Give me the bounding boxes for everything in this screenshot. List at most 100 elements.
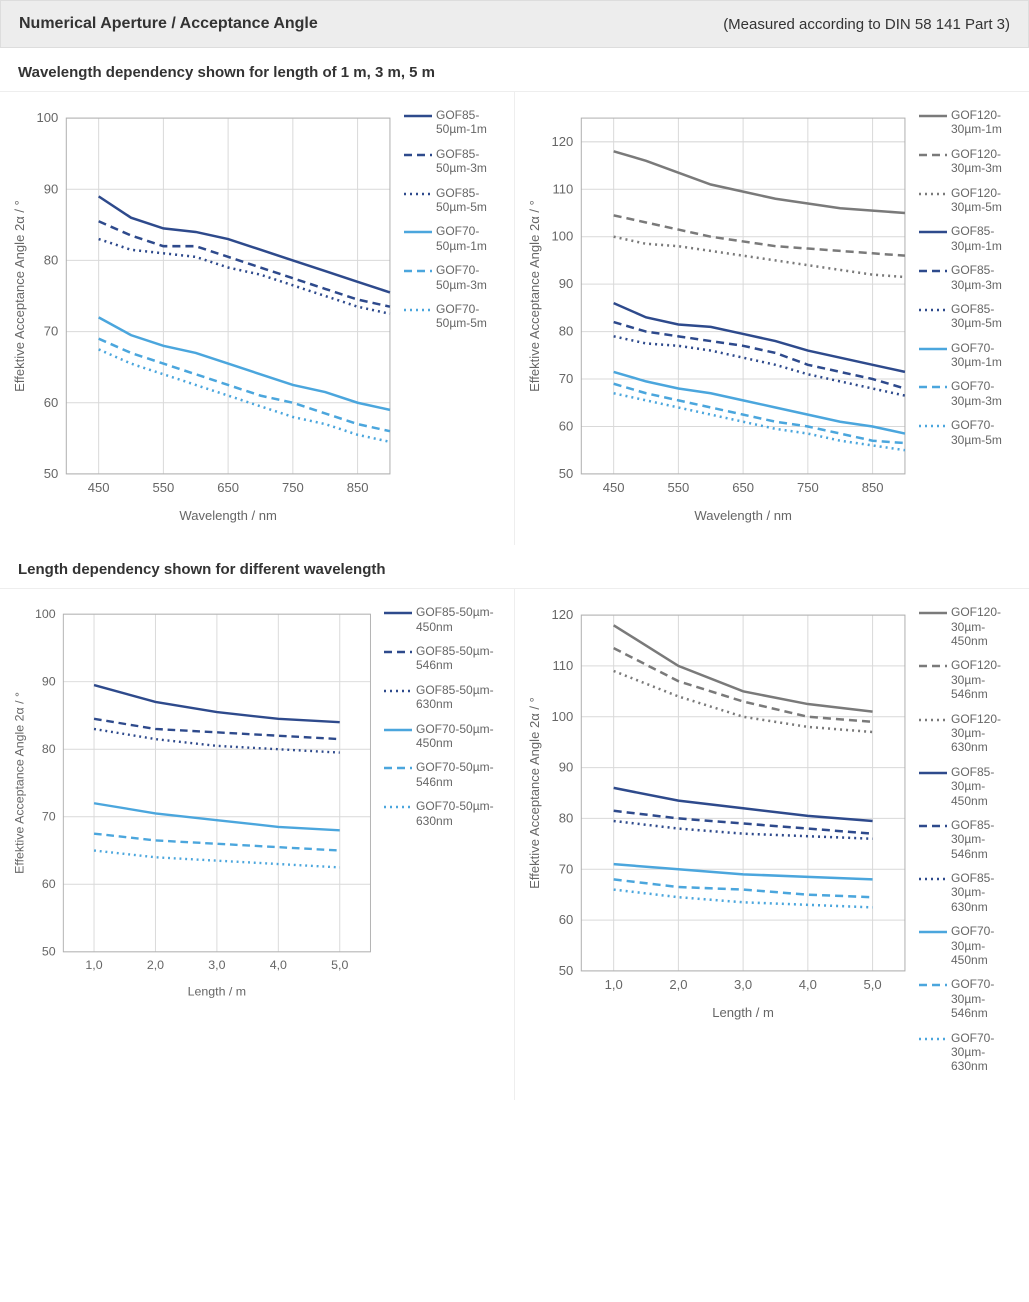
legend-label: GOF70-30µm-3m xyxy=(951,379,1021,408)
svg-text:Effektive Acceptance Angle 2α: Effektive Acceptance Angle 2α / ° xyxy=(12,692,26,874)
legend-item: GOF85-30µm-546nm xyxy=(919,818,1021,861)
section2-title: Length dependency shown for different wa… xyxy=(0,545,1029,588)
legend-label: GOF120-30µm-5m xyxy=(951,186,1021,215)
chart-c1: 4505506507508505060708090100Wavelength /… xyxy=(8,100,400,537)
chart-cell-4: 1,02,03,04,05,05060708090100110120Length… xyxy=(515,589,1029,1100)
svg-text:60: 60 xyxy=(44,395,59,410)
svg-text:90: 90 xyxy=(44,181,59,196)
chart-cell-2: 4505506507508505060708090100110120Wavele… xyxy=(515,92,1029,545)
legend-label: GOF120-30µm-546nm xyxy=(951,658,1021,701)
legend-item: GOF70-50µm-546nm xyxy=(384,760,506,789)
legend-label: GOF85-30µm-546nm xyxy=(951,818,1021,861)
svg-text:3,0: 3,0 xyxy=(208,958,225,972)
svg-text:120: 120 xyxy=(551,607,573,622)
legend-label: GOF120-30µm-450nm xyxy=(951,605,1021,648)
svg-text:50: 50 xyxy=(44,466,59,481)
legend-label: GOF70-50µm-630nm xyxy=(416,799,506,828)
svg-text:750: 750 xyxy=(282,480,304,495)
chart-row-2: 1,0 2,0 3,0 4,0 5,0 50 60 70 80 90 100 Length / m Ef… xyxy=(0,588,1029,1100)
svg-text:2,0: 2,0 xyxy=(147,958,164,972)
legend-label: GOF85-50µm-450nm xyxy=(416,605,506,634)
svg-text:550: 550 xyxy=(153,480,175,495)
legend-item: GOF120-30µm-5m xyxy=(919,186,1021,215)
svg-text:750: 750 xyxy=(797,480,819,495)
svg-text:80: 80 xyxy=(42,742,56,756)
svg-text:80: 80 xyxy=(559,324,574,339)
chart-cell-1: 4505506507508505060708090100Wavelength /… xyxy=(0,92,515,545)
legend-label: GOF85-50µm-546nm xyxy=(416,644,506,673)
legend-item: GOF70-50µm-630nm xyxy=(384,799,506,828)
svg-text:100: 100 xyxy=(551,229,573,244)
legend-item: GOF70-30µm-630nm xyxy=(919,1031,1021,1074)
svg-text:2,0: 2,0 xyxy=(669,977,687,992)
legend-item: GOF85-30µm-450nm xyxy=(919,765,1021,808)
legend-item: GOF70-30µm-5m xyxy=(919,418,1021,447)
svg-text:110: 110 xyxy=(552,658,573,673)
legend-label: GOF70-30µm-630nm xyxy=(951,1031,1021,1074)
svg-text:90: 90 xyxy=(559,276,574,291)
svg-text:650: 650 xyxy=(217,480,239,495)
legend-c3: GOF85-50µm-450nm GOF85-50µm-546nm GOF85-50… xyxy=(380,597,510,1092)
legend-label: GOF70-30µm-546nm xyxy=(951,977,1021,1020)
svg-text:450: 450 xyxy=(88,480,110,495)
chart-cell-3: 1,02,03,04,05,05060708090100Length / mEf… xyxy=(0,589,515,1100)
legend-label: GOF85-50µm-1m xyxy=(436,108,506,137)
svg-text:650: 650 xyxy=(732,480,754,495)
svg-text:1,0: 1,0 xyxy=(85,958,102,972)
legend-label: GOF70-50µm-450nm xyxy=(416,722,506,751)
svg-text:Wavelength / nm: Wavelength / nm xyxy=(694,508,792,523)
svg-text:80: 80 xyxy=(44,252,59,267)
header-note: (Measured according to DIN 58 141 Part 3… xyxy=(723,16,1010,33)
svg-text:4,0: 4,0 xyxy=(270,958,287,972)
legend-item: GOF85-30µm-630nm xyxy=(919,871,1021,914)
svg-text:100: 100 xyxy=(551,709,573,724)
legend-c1: GOF85-50µm-1m GOF85-50µm-3m GOF85-50µm-5m G… xyxy=(400,100,510,537)
legend-item: GOF70-30µm-1m xyxy=(919,341,1021,370)
legend-label: GOF70-50µm-1m xyxy=(436,224,506,253)
legend-label: GOF85-30µm-630nm xyxy=(951,871,1021,914)
section1-title: Wavelength dependency shown for length o… xyxy=(0,48,1029,91)
svg-text:50: 50 xyxy=(42,945,56,959)
legend-label: GOF85-30µm-450nm xyxy=(951,765,1021,808)
legend-item: GOF85-50µm-3m xyxy=(404,147,506,176)
chart-row-1: 450 550 650 750 850 50 60 70 80 90 100 Wavelength /… xyxy=(0,91,1029,545)
svg-text:Length / m: Length / m xyxy=(712,1005,774,1020)
legend-label: GOF70-30µm-5m xyxy=(951,418,1021,447)
svg-text:Wavelength / nm: Wavelength / nm xyxy=(179,508,277,523)
legend-label: GOF70-30µm-450nm xyxy=(951,924,1021,967)
svg-text:60: 60 xyxy=(559,912,574,927)
chart-c3: 1,02,03,04,05,05060708090100Length / mEf… xyxy=(8,597,380,1092)
legend-label: GOF70-30µm-1m xyxy=(951,341,1021,370)
svg-text:70: 70 xyxy=(44,324,59,339)
legend-item: GOF85-50µm-630nm xyxy=(384,683,506,712)
legend-label: GOF70-50µm-3m xyxy=(436,263,506,292)
svg-text:Effektive Acceptance Angle 2α: Effektive Acceptance Angle 2α / ° xyxy=(12,200,27,392)
svg-text:80: 80 xyxy=(559,811,574,826)
header-bar: Numerical Aperture / Acceptance Angle (M… xyxy=(0,0,1029,48)
legend-item: GOF120-30µm-546nm xyxy=(919,658,1021,701)
svg-text:50: 50 xyxy=(559,963,574,978)
svg-text:Length / m: Length / m xyxy=(188,985,246,999)
svg-text:450: 450 xyxy=(603,480,625,495)
legend-c4: GOF120-30µm-450nmGOF120-30µm-546nmGOF120… xyxy=(915,597,1025,1092)
legend-label: GOF85-30µm-5m xyxy=(951,302,1021,331)
svg-text:90: 90 xyxy=(42,675,56,689)
legend-item: GOF70-30µm-3m xyxy=(919,379,1021,408)
svg-text:850: 850 xyxy=(347,480,369,495)
legend-label: GOF85-30µm-3m xyxy=(951,263,1021,292)
svg-text:4,0: 4,0 xyxy=(799,977,817,992)
legend-item: GOF120-30µm-3m xyxy=(919,147,1021,176)
chart-c2: 4505506507508505060708090100110120Wavele… xyxy=(523,100,915,537)
legend-label: GOF120-30µm-3m xyxy=(951,147,1021,176)
legend-label: GOF70-50µm-5m xyxy=(436,302,506,331)
legend-item: GOF85-30µm-1m xyxy=(919,224,1021,253)
legend-item: GOF70-30µm-450nm xyxy=(919,924,1021,967)
svg-text:1,0: 1,0 xyxy=(605,977,623,992)
svg-text:120: 120 xyxy=(551,134,573,149)
legend-label: GOF85-50µm-5m xyxy=(436,186,506,215)
legend-label: GOF85-30µm-1m xyxy=(951,224,1021,253)
svg-text:70: 70 xyxy=(559,861,574,876)
svg-text:60: 60 xyxy=(559,418,574,433)
page-title: Numerical Aperture / Acceptance Angle xyxy=(19,15,318,33)
svg-text:5,0: 5,0 xyxy=(864,977,882,992)
